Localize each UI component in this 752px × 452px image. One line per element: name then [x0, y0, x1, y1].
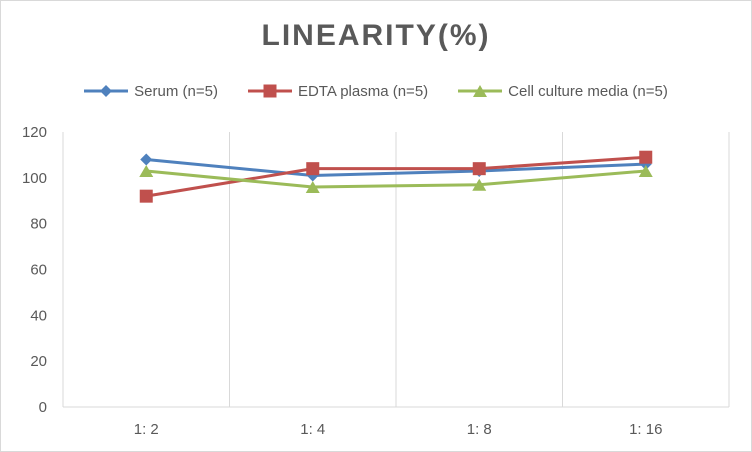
- y-tick-label: 40: [30, 307, 47, 324]
- legend-label: Serum (n=5): [134, 82, 218, 100]
- legend-swatch: [84, 85, 129, 97]
- y-tick-label: 80: [30, 216, 47, 233]
- legend-item: Serum (n=5): [84, 83, 218, 100]
- legend-marker: [473, 85, 488, 97]
- x-tick-label: 1: 16: [629, 421, 662, 438]
- x-tick-label: 1: 8: [467, 421, 492, 438]
- legend-marker: [100, 85, 113, 97]
- y-tick-label: 0: [39, 399, 47, 416]
- data-point: [139, 189, 153, 203]
- data-point: [472, 178, 487, 191]
- legend-item: EDTA plasma (n=5): [247, 82, 429, 100]
- legend-swatch: [247, 84, 292, 98]
- data-point: [306, 162, 320, 176]
- y-tick-label: 60: [30, 262, 47, 279]
- data-point: [638, 164, 653, 177]
- legend-label: EDTA plasma (n=5): [297, 82, 429, 100]
- x-tick-label: 1: 4: [300, 421, 325, 438]
- x-tick-label: 1: 2: [134, 421, 159, 438]
- y-tick-label: 100: [22, 170, 47, 187]
- data-point: [140, 153, 153, 166]
- y-tick-label: 20: [30, 353, 47, 370]
- data-point: [305, 181, 320, 193]
- legend-label: Cell culture media (n=5): [508, 82, 668, 100]
- series-line: [146, 155, 646, 198]
- data-point: [639, 150, 653, 164]
- legend: Serum (n=5) EDTA plasma (n=5) Cell culture…: [1, 79, 751, 103]
- series-line: [146, 158, 646, 178]
- data-point: [139, 164, 154, 177]
- legend-swatch: [458, 85, 503, 97]
- legend-item: Cell culture media (n=5): [458, 83, 668, 100]
- chart-title: LINEARITY(%): [261, 19, 491, 52]
- data-point: [472, 162, 486, 176]
- y-tick-label: 120: [22, 124, 47, 141]
- series-line: [146, 169, 646, 189]
- legend-marker: [263, 84, 277, 98]
